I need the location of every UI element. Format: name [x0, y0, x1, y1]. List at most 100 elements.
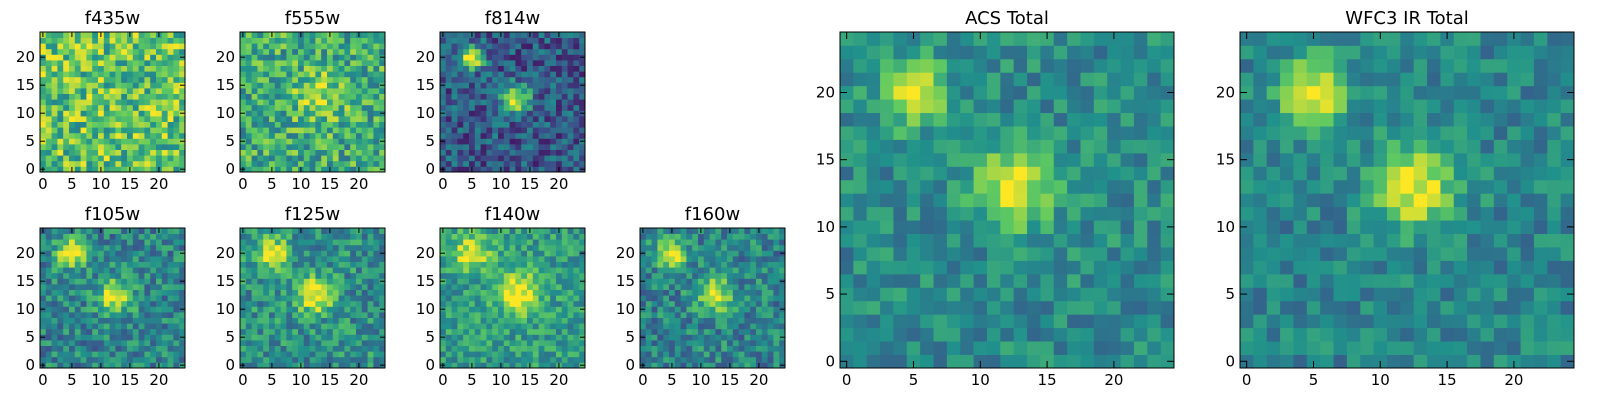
heatmap-cell: [45, 239, 52, 246]
heatmap-cell: [709, 362, 716, 369]
heatmap-cell: [767, 312, 774, 318]
heatmap-cell: [156, 144, 163, 150]
heatmap-cell: [263, 76, 270, 83]
heatmap-cell: [321, 144, 328, 150]
heatmap-cell: [680, 289, 687, 296]
heatmap-cell: [286, 116, 293, 122]
heatmap-cell: [509, 334, 516, 341]
heatmap-cell: [69, 356, 76, 363]
heatmap-cell: [674, 256, 681, 262]
heatmap-cell: [280, 110, 287, 117]
heatmap-cell: [251, 362, 258, 369]
heatmap-cell: [640, 256, 647, 262]
heatmap-cell: [463, 272, 470, 279]
heatmap-cell: [315, 312, 322, 318]
heatmap-cell: [1027, 152, 1041, 167]
heatmap-cell: [738, 239, 745, 246]
heatmap-cell: [45, 88, 52, 94]
heatmap-cell: [103, 306, 110, 313]
heatmap-cell: [750, 351, 757, 358]
heatmap-cell: [1160, 314, 1175, 329]
heatmap-cell: [680, 334, 687, 341]
heatmap-cell: [179, 132, 186, 139]
heatmap-cell: [240, 356, 247, 363]
heatmap-cell: [179, 261, 186, 268]
heatmap-cell: [451, 328, 458, 335]
heatmap-cell: [321, 60, 328, 66]
heatmap-cell: [651, 323, 658, 330]
heatmap-cell: [69, 138, 76, 145]
heatmap-cell: [579, 256, 586, 262]
heatmap-cell: [309, 340, 316, 346]
heatmap-cell: [474, 334, 481, 341]
heatmap-cell: [109, 149, 116, 156]
heatmap-cell: [440, 144, 447, 150]
heatmap-cell: [263, 351, 270, 358]
heatmap-cell: [144, 233, 151, 240]
heatmap-cell: [373, 166, 380, 173]
heatmap-cell: [474, 144, 481, 150]
heatmap-cell: [756, 267, 763, 274]
heatmap-cell: [167, 127, 174, 134]
heatmap-cell: [973, 193, 988, 208]
heatmap-cell: [309, 356, 316, 363]
heatmap-cell: [80, 88, 87, 94]
heatmap-cell: [51, 261, 58, 268]
heatmap-cell: [853, 152, 868, 167]
heatmap-cell: [933, 193, 948, 208]
heatmap-cell: [161, 149, 168, 156]
heatmap-cell: [69, 110, 76, 117]
heatmap-cell: [98, 250, 105, 257]
heatmap-cell: [773, 228, 780, 234]
heatmap-cell: [440, 37, 447, 44]
heatmap-cell: [173, 71, 180, 78]
heatmap-cell: [167, 88, 174, 94]
heatmap-cell: [45, 65, 52, 72]
heatmap-cell: [74, 272, 81, 279]
heatmap-cell: [45, 32, 52, 38]
heatmap-cell: [257, 127, 264, 134]
heatmap-cell: [132, 110, 139, 117]
heatmap-cell: [463, 312, 470, 318]
heatmap-cell: [573, 300, 580, 307]
x-tick-label: 0: [438, 371, 448, 389]
heatmap-cell: [469, 300, 476, 307]
heatmap-cell: [274, 104, 281, 111]
heatmap-cell: [515, 76, 522, 83]
heatmap-cell: [779, 244, 786, 251]
heatmap-cell: [709, 233, 716, 240]
heatmap-cell: [709, 244, 716, 251]
heatmap-cell: [445, 306, 452, 313]
heatmap-cell: [492, 37, 499, 44]
heatmap-cell: [480, 138, 487, 145]
heatmap-cell: [440, 272, 447, 279]
heatmap-cell: [309, 284, 316, 290]
heatmap-cell: [561, 323, 568, 330]
heatmap-cell: [274, 351, 281, 358]
heatmap-cell: [853, 273, 868, 288]
heatmap-cell: [327, 144, 334, 150]
heatmap-cell: [532, 138, 539, 145]
heatmap-cell: [98, 60, 105, 66]
heatmap-cell: [480, 149, 487, 156]
heatmap-cell: [498, 60, 505, 66]
panel-title: f555w: [285, 8, 340, 29]
heatmap-cell: [303, 155, 310, 162]
heatmap-cell: [767, 278, 774, 285]
heatmap-cell: [1093, 354, 1108, 369]
heatmap-cell: [373, 48, 380, 55]
heatmap-cell: [686, 289, 693, 296]
heatmap-cell: [567, 345, 574, 352]
heatmap-cell: [263, 362, 270, 369]
heatmap-cell: [451, 37, 458, 44]
heatmap-cell: [280, 278, 287, 285]
heatmap-cell: [350, 88, 357, 94]
heatmap-cell: [709, 334, 716, 341]
heatmap-cell: [767, 228, 774, 234]
heatmap-cell: [156, 261, 163, 268]
heatmap-cell: [303, 272, 310, 279]
heatmap-cell: [167, 272, 174, 279]
heatmap-cell: [74, 60, 81, 66]
heatmap-cell: [840, 341, 854, 355]
heatmap-cell: [303, 43, 310, 50]
